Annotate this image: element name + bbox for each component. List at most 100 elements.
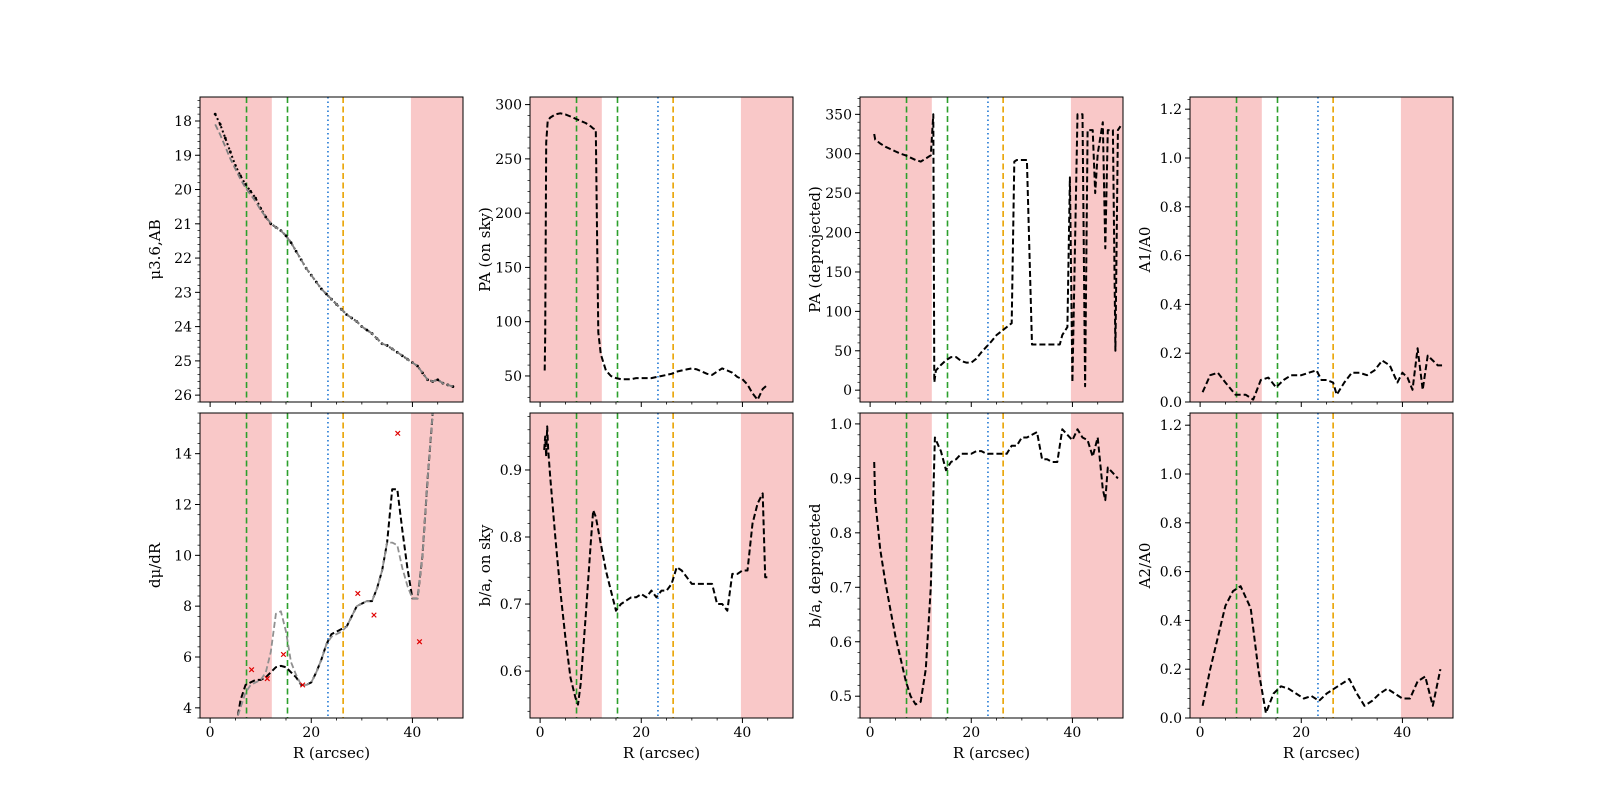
axes-frame-mu [199,96,464,403]
y-tick-label: 6 [183,650,192,666]
y-tick-label: 14 [174,447,192,463]
y-tick-label: 150 [825,265,852,281]
y-tick-label: 0.6 [1160,249,1182,265]
y-tick-label: 0.6 [830,635,852,651]
plot-area-a1 [1190,97,1453,402]
profile-point [228,150,232,154]
y-tick-label: 4 [183,701,192,717]
a1-ratio-line [1201,347,1443,401]
derivative-profile-line [236,413,434,716]
y-tick-label: 250 [495,152,522,168]
shaded-region-1 [860,413,932,718]
y-tick-label: 50 [504,369,522,385]
shaded-region-1 [1190,97,1262,402]
x-tick-label: 40 [404,725,422,741]
profile-point [284,234,288,238]
profile-point [213,112,217,116]
y-tick-label: 0.9 [830,471,852,487]
y-axis-label: b/a, on sky [476,524,494,606]
y-axis-label: μ3.6,AB [146,219,164,279]
y-tick-label: 0.6 [1160,565,1182,581]
panel-dmu: 0 20 40 R (arcsec) 4 6 8 10 12 14 dμ/dR [146,412,464,762]
y-tick-label: 22 [174,251,192,267]
x-tick-label: 20 [962,725,980,741]
axes-frame-a2 [1189,412,1454,719]
y-tick-label: 0.8 [500,530,522,546]
profile-point [249,189,252,193]
y-tick-label: 300 [825,147,852,163]
profile-point [218,123,222,126]
shaded-region-1 [530,97,602,402]
y-tick-label: 0.0 [1160,711,1182,727]
y-axis-label: PA (on sky) [476,207,494,292]
shaded-region-2 [1400,97,1453,402]
profile-point [436,378,440,382]
shaded-region-2 [1070,413,1123,718]
y-tick-label: 0.0 [1160,395,1182,411]
y-tick-label: 26 [174,388,192,404]
y-tick-label: 0.4 [1160,297,1182,313]
shaded-region-2 [1400,413,1453,718]
y-tick-label: 23 [174,285,192,301]
shaded-region-2 [410,97,463,402]
x-tick-label: 20 [632,725,650,741]
y-tick-label: 8 [183,599,192,615]
y-axis-label: dμ/dR [146,542,164,588]
y-tick-label: 300 [495,98,522,114]
x-tick-label: 40 [1394,725,1412,741]
shaded-region-2 [740,413,793,718]
shaded-region-1 [200,97,272,402]
y-tick-label: 0.8 [1160,200,1182,216]
derivative-model-line [237,413,434,716]
plot-area-a2 [1190,413,1453,718]
y-tick-label: 1.0 [830,417,852,433]
axes-frame-ba_sky [529,412,794,719]
plot-area-dmu [200,413,463,718]
y-tick-label: 50 [834,344,852,360]
x-tick-label: 40 [1064,725,1082,741]
panel-mu: 18 19 20 21 22 23 24 25 26 μ3.6,AB [146,96,464,407]
y-tick-label: 21 [174,217,192,233]
y-tick-label: 20 [174,183,192,199]
y-tick-label: 100 [495,315,522,331]
axes-frame-a1 [1189,96,1454,403]
x-tick-label: 0 [1196,725,1205,741]
model-line [214,124,454,388]
derivative-points-marker [264,675,270,682]
pa-deprojected-line [873,113,1122,388]
y-tick-label: 0.7 [830,580,852,596]
panel-a2: 0 20 40 R (arcsec) 0.0 0.2 0.4 0.6 0.8 1.0 1.2 A2/A… [1136,412,1454,762]
a2-ratio-line [1201,585,1442,715]
y-tick-label: 0.2 [1160,346,1182,362]
y-tick-label: 0.8 [1160,516,1182,532]
y-tick-label: 10 [174,548,192,564]
shaded-region-1 [530,413,602,718]
shaded-region-2 [410,413,463,718]
y-tick-label: 24 [174,320,192,336]
y-tick-label: 19 [174,148,192,164]
panel-ba_sky: 0 20 40 R (arcsec) 0.6 0.7 0.8 0.9 b/a, on sky [476,412,794,762]
y-tick-label: 0.4 [1160,613,1182,629]
shaded-region-1 [860,97,932,402]
panels: 181920212223242526μ3.6,AB501001502002503… [146,96,1454,762]
y-axis-label: b/a, deprojected [806,503,824,627]
derivative-points-marker [416,639,423,645]
x-tick-label: 0 [206,725,215,741]
profile-point [289,241,293,245]
y-tick-label: 0.8 [830,526,852,542]
y-tick-label: 250 [825,186,852,202]
y-tick-label: 0.6 [500,664,522,680]
y-tick-label: 1.0 [1160,467,1182,483]
axes-frame-pa_deproj [859,96,1124,403]
panel-a1: 0.0 0.2 0.4 0.6 0.8 1.0 1.2 A1/A0 [1136,96,1454,411]
y-tick-label: 200 [495,206,522,222]
plot-area-ba_deproj [860,413,1123,718]
y-tick-label: 0 [843,383,852,399]
x-tick-label: 20 [302,725,320,741]
x-axis-label: R (arcsec) [953,744,1030,762]
derivative-points-marker [280,651,287,658]
y-tick-label: 12 [174,498,192,514]
y-tick-label: 1.2 [1160,418,1182,434]
y-tick-label: 0.5 [830,689,852,705]
derivative-points-marker [395,430,401,437]
